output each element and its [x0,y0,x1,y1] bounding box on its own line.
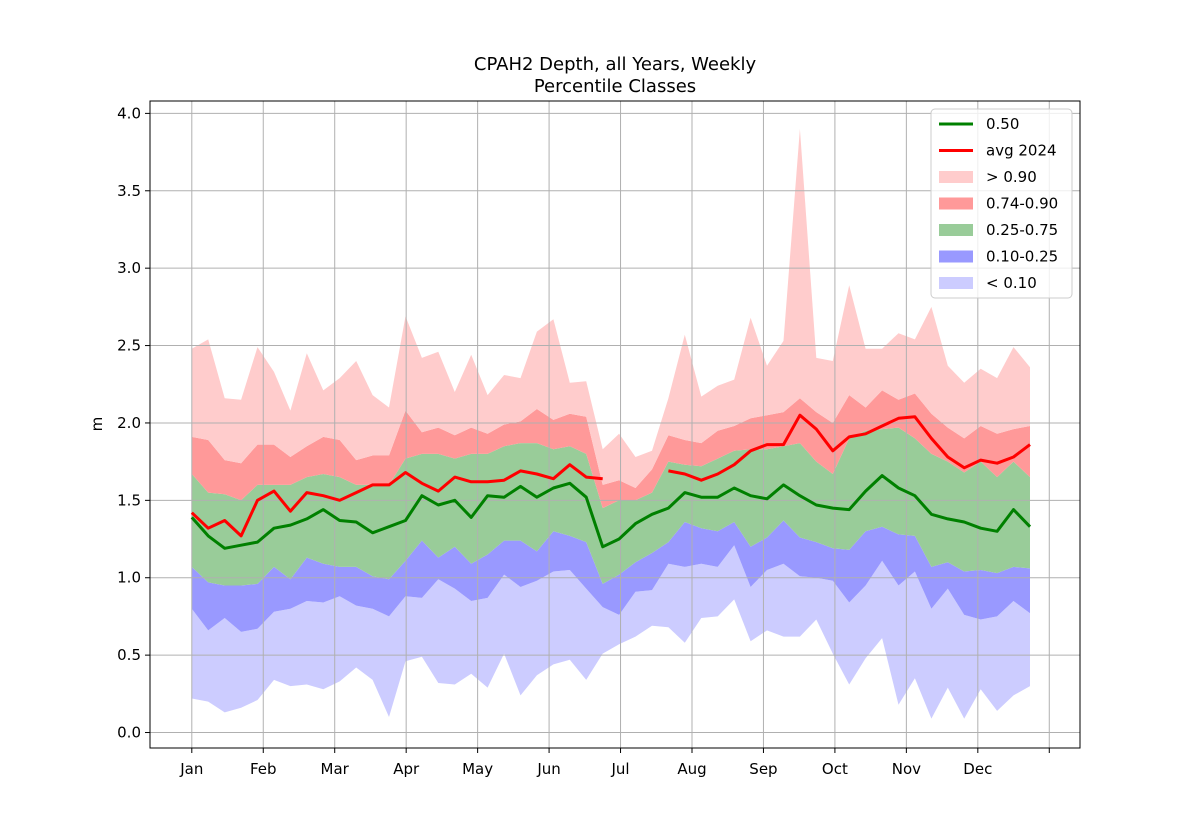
x-tick-label: May [462,760,493,778]
x-tick-label: Jan [179,760,203,778]
legend-label: 0.50 [986,115,1019,133]
legend-swatch [939,277,973,289]
x-tick-label: Nov [892,760,921,778]
y-tick-label: 1.0 [117,569,141,587]
y-tick-label: 1.5 [117,491,141,509]
x-tick-label: Oct [822,760,848,778]
legend-swatch [939,250,973,263]
y-tick-label: 2.0 [117,414,141,432]
y-tick-label: 2.5 [117,337,141,355]
y-tick-label: 3.5 [117,182,141,200]
chart-subtitle: Percentile Classes [534,76,696,97]
band-0.74-0.90 [191,390,1031,509]
band-0.10-0.25 [191,520,1031,632]
x-tick-label: Mar [321,760,350,778]
x-tick-label: Sep [749,760,777,778]
chart-title: CPAH2 Depth, all Years, Weekly [474,54,757,75]
x-tick-label: Dec [963,760,992,778]
legend: 0.50 avg 2024 > 0.90 0.74-0.90 0.25-0.75 0.10… [930,108,1073,299]
x-tick-label: Jul [610,760,629,778]
legend-label: 0.25-0.75 [986,221,1058,239]
y-tick-label: 0.0 [117,724,141,742]
legend-label: > 0.90 [986,168,1037,186]
legend-label: < 0.10 [986,274,1037,292]
series-line-0.50 [190,474,1032,550]
band-above-0.90 [191,128,1031,488]
legend-swatch [939,171,973,183]
series-line-avg-2024 [190,413,1031,538]
legend-label: avg 2024 [986,142,1057,160]
x-tick-label: Apr [393,760,420,778]
legend-label: 0.10-0.25 [986,248,1058,266]
x-tick-label: Jun [536,760,560,778]
x-tick-label: Aug [677,760,706,778]
y-tick-label: 4.0 [117,104,141,122]
legend-swatch [939,224,973,236]
band-below-0.10 [191,545,1031,719]
x-tick-label: Feb [250,760,277,778]
band-0.25-0.75 [191,427,1031,586]
y-tick-label: 0.5 [117,646,141,664]
y-axis-label: m [88,417,106,432]
plot-area: Jan Feb Mar Apr May Jun Jul Aug Sep Oct Nov Dec 0.0 0… [117,101,1080,778]
legend-label: 0.74-0.90 [986,195,1058,213]
axes-frame [149,100,1081,749]
y-tick-label: 3.0 [117,259,141,277]
legend-swatch [939,197,973,210]
